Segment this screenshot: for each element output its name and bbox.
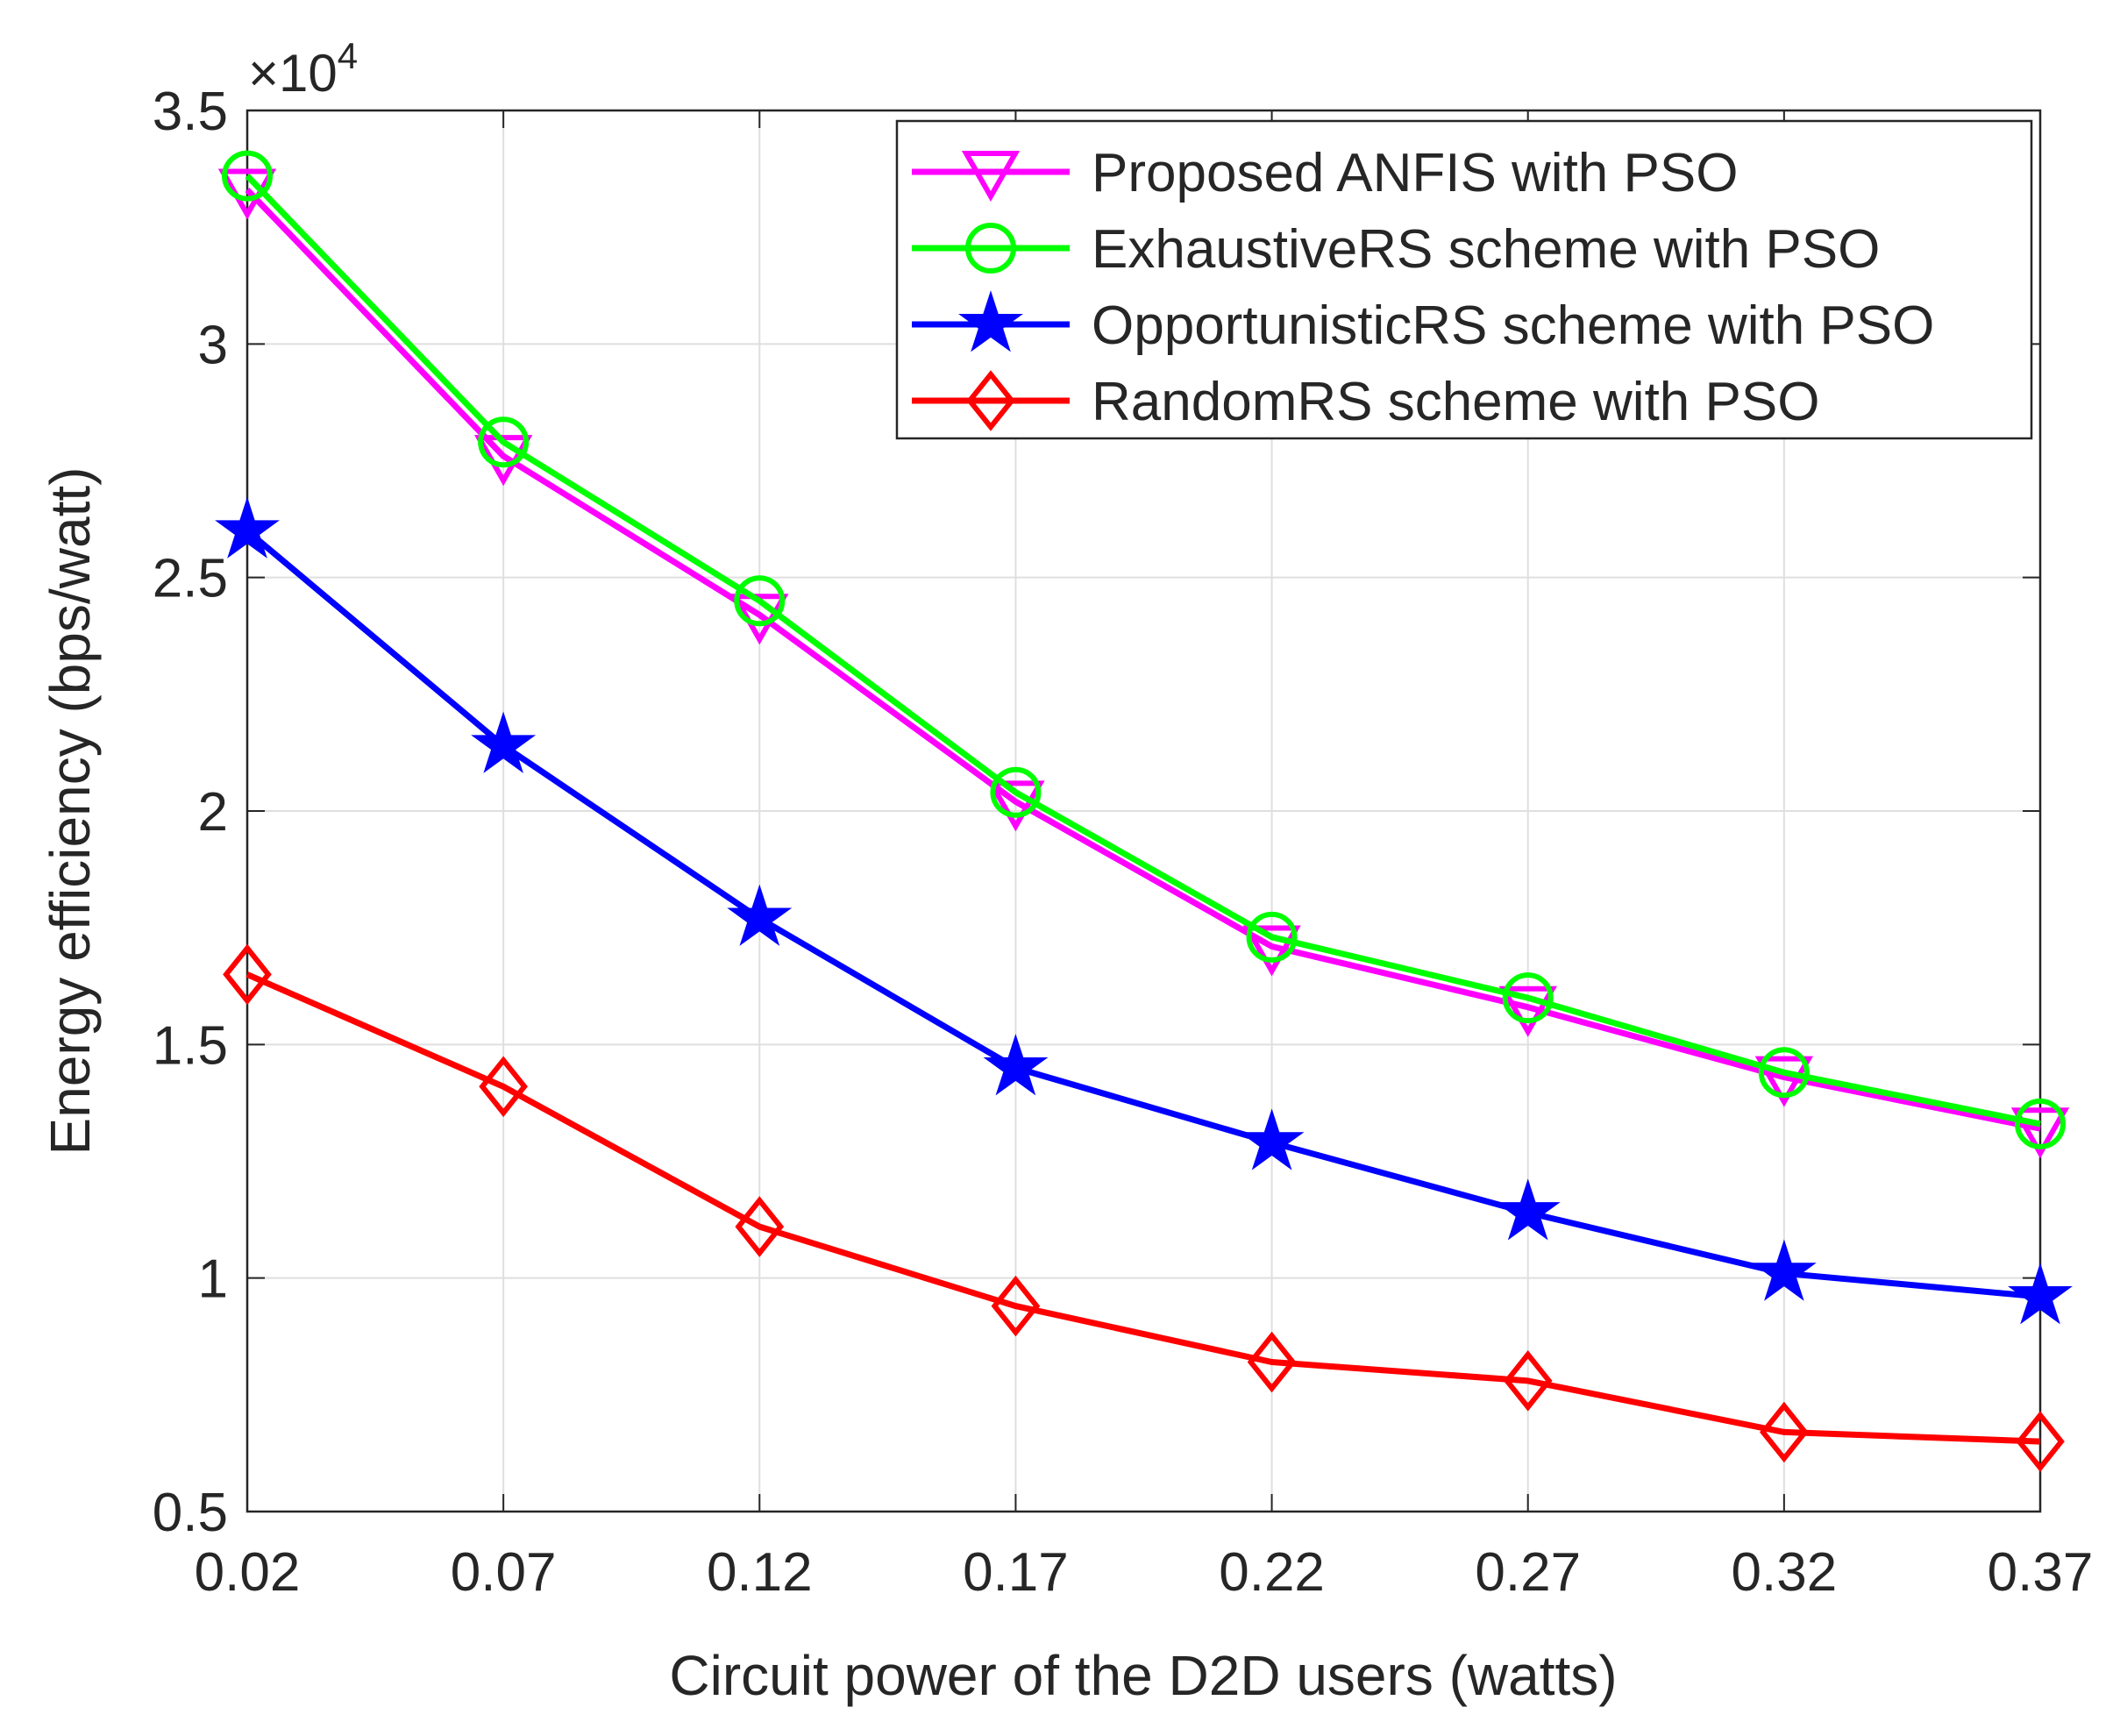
legend-label: OpportunisticRS scheme with PSO bbox=[1092, 295, 1934, 356]
series-line bbox=[245, 528, 2041, 1300]
axes: 0.02 0.07 0.12 0.17 0.22 0.27 0.32 0.37 0.5 1 1.5 2… bbox=[153, 82, 2094, 1603]
data-point-marker bbox=[1246, 911, 1298, 963]
data-point-marker bbox=[735, 1196, 785, 1257]
legend-item: ExhaustiveRS scheme with PSO bbox=[912, 219, 1880, 280]
x-tick-label: 0.17 bbox=[963, 1542, 1069, 1603]
data-point-marker bbox=[986, 780, 1045, 832]
series-layer bbox=[215, 150, 2073, 1472]
data-point-marker bbox=[727, 884, 793, 946]
series-star bbox=[215, 496, 2073, 1325]
series-line bbox=[245, 971, 2041, 1445]
legend-item: RandomRS scheme with PSO bbox=[912, 370, 1819, 432]
legend-marker bbox=[966, 370, 1015, 431]
y-tick-label: 3 bbox=[198, 315, 228, 375]
y-tick-label: 0.5 bbox=[153, 1483, 228, 1543]
x-tick-label: 0.12 bbox=[707, 1542, 813, 1603]
legend-marker bbox=[965, 223, 1016, 274]
data-point-marker bbox=[1498, 985, 1557, 1037]
x-tick-label: 0.37 bbox=[1988, 1542, 2094, 1603]
y-axis-label: Energy efficiency (bps/watt) bbox=[39, 467, 102, 1156]
multiplier-base: ×10 bbox=[248, 44, 338, 103]
x-axis-label: Circuit power of the D2D users (watts) bbox=[669, 1644, 1617, 1707]
y-tick-label: 3.5 bbox=[153, 82, 228, 142]
data-point-marker bbox=[1754, 1056, 1814, 1107]
data-point-marker bbox=[1503, 1350, 1553, 1412]
data-point-marker bbox=[2010, 1107, 2070, 1159]
data-point-marker bbox=[1758, 1047, 1810, 1099]
legend-box bbox=[895, 119, 2033, 440]
legend-label: ExhaustiveRS scheme with PSO bbox=[1092, 219, 1880, 280]
data-point-marker bbox=[1247, 1331, 1297, 1393]
data-point-marker bbox=[1760, 1401, 1809, 1463]
data-point-marker bbox=[478, 416, 530, 468]
series-line bbox=[245, 188, 2041, 1132]
series-circle bbox=[222, 150, 2066, 1149]
data-point-marker bbox=[991, 1275, 1041, 1337]
data-point-marker bbox=[2015, 1098, 2066, 1149]
data-point-marker bbox=[1239, 1108, 1305, 1170]
data-point-marker bbox=[2016, 1411, 2065, 1472]
svg-text:×104: ×104 bbox=[248, 35, 358, 103]
legend-label: Proposed ANFIS with PSO bbox=[1092, 143, 1738, 203]
y-tick-label: 1.5 bbox=[153, 1015, 228, 1076]
legend-item: Proposed ANFIS with PSO bbox=[912, 143, 1738, 203]
series-line bbox=[245, 174, 2041, 1128]
data-point-marker bbox=[1751, 1239, 1817, 1301]
data-point-marker bbox=[2008, 1263, 2073, 1325]
y-tick-label: 2.5 bbox=[153, 549, 228, 609]
data-point-marker bbox=[983, 1034, 1049, 1096]
data-point-marker bbox=[1242, 925, 1301, 977]
plot-frame bbox=[245, 109, 2042, 1513]
data-point-marker bbox=[479, 1056, 528, 1118]
legend-label: RandomRS scheme with PSO bbox=[1092, 372, 1819, 432]
x-tick-label: 0.32 bbox=[1732, 1542, 1838, 1603]
series-diamond bbox=[223, 943, 2065, 1472]
data-point-marker bbox=[1502, 972, 1554, 1024]
y-tick-label: 1 bbox=[198, 1249, 228, 1310]
data-point-marker bbox=[222, 150, 273, 202]
x-tick-label: 0.27 bbox=[1475, 1542, 1581, 1603]
legend-marker bbox=[958, 290, 1023, 352]
legend-marker bbox=[961, 151, 1021, 203]
y-tick-label: 2 bbox=[198, 782, 228, 843]
x-tick-label: 0.07 bbox=[451, 1542, 557, 1603]
legend-item: OpportunisticRS scheme with PSO bbox=[912, 290, 1934, 356]
data-point-marker bbox=[215, 496, 280, 559]
x-tick-label: 0.22 bbox=[1219, 1542, 1325, 1603]
data-point-marker bbox=[223, 943, 272, 1006]
y-axis-multiplier: ×104 bbox=[248, 35, 358, 103]
data-point-marker bbox=[1495, 1178, 1561, 1241]
x-tick-label: 0.02 bbox=[195, 1542, 301, 1603]
data-point-marker bbox=[471, 711, 537, 773]
data-point-marker bbox=[734, 575, 786, 627]
data-point-marker bbox=[990, 766, 1042, 818]
legend: Proposed ANFIS with PSO ExhaustiveRS sche… bbox=[895, 119, 2033, 440]
multiplier-exponent: 4 bbox=[338, 35, 358, 76]
